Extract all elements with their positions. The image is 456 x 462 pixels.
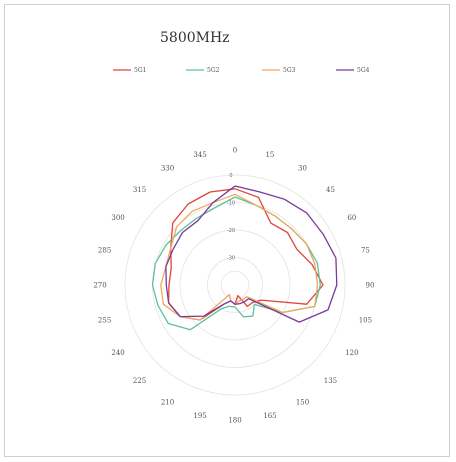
- radial-tick-label: -10: [227, 201, 235, 207]
- legend-label: 5G2: [207, 67, 220, 74]
- angle-tick-label: 315: [133, 186, 146, 194]
- legend: 5G1 5G2 5G3 5G4: [113, 67, 370, 74]
- grid-ring: [179, 229, 291, 341]
- angle-tick-label: 180: [228, 417, 241, 425]
- angle-tick-label: 255: [98, 316, 111, 324]
- radial-tick-label: -20: [227, 228, 235, 234]
- radial-tick-label: 0: [229, 173, 232, 179]
- angle-tick-label: 90: [366, 282, 375, 290]
- series-group: [151, 185, 338, 331]
- chart-title: 5800MHz: [160, 30, 230, 46]
- series-line-5g3: [160, 193, 319, 321]
- angle-tick-label: 195: [193, 412, 206, 420]
- angle-tick-label: 30: [298, 165, 307, 173]
- legend-label: 5G1: [134, 67, 146, 74]
- angle-tick-label: 270: [93, 282, 106, 290]
- legend-label: 5G4: [357, 67, 370, 74]
- angle-tick-label: 240: [111, 349, 124, 357]
- grid-ring-inner: [220, 270, 250, 300]
- polar-grid: [124, 174, 346, 396]
- angle-tick-label: 165: [263, 412, 276, 420]
- grid-ring: [124, 174, 346, 396]
- angle-tick-label: 45: [326, 186, 335, 194]
- angle-tick-label: 135: [324, 377, 337, 385]
- angle-tick-label: 225: [133, 377, 146, 385]
- angle-tick-label: 60: [347, 214, 356, 222]
- angle-tick-label: 210: [161, 398, 174, 406]
- legend-label: 5G3: [283, 67, 296, 74]
- angle-tick-label: 345: [193, 151, 206, 159]
- angle-tick-label: 285: [98, 247, 111, 255]
- angle-tick-label: 300: [111, 214, 124, 222]
- angle-tick-label: 150: [296, 398, 309, 406]
- radial-labels: 0 -10 -20 -30: [227, 173, 235, 262]
- angle-tick-label: 15: [265, 151, 274, 159]
- series-line-5g4: [165, 185, 338, 323]
- angle-labels: 0 15 30 45 60 75 90 105 120 135 150 165 180 195 210 225…: [93, 147, 374, 425]
- angle-tick-label: 105: [359, 316, 372, 324]
- angle-tick-label: 0: [233, 147, 237, 155]
- angle-tick-label: 330: [161, 165, 174, 173]
- angle-tick-label: 75: [361, 247, 370, 255]
- grid-ring: [207, 257, 263, 313]
- radial-tick-label: -30: [227, 256, 235, 262]
- angle-tick-label: 120: [345, 349, 358, 357]
